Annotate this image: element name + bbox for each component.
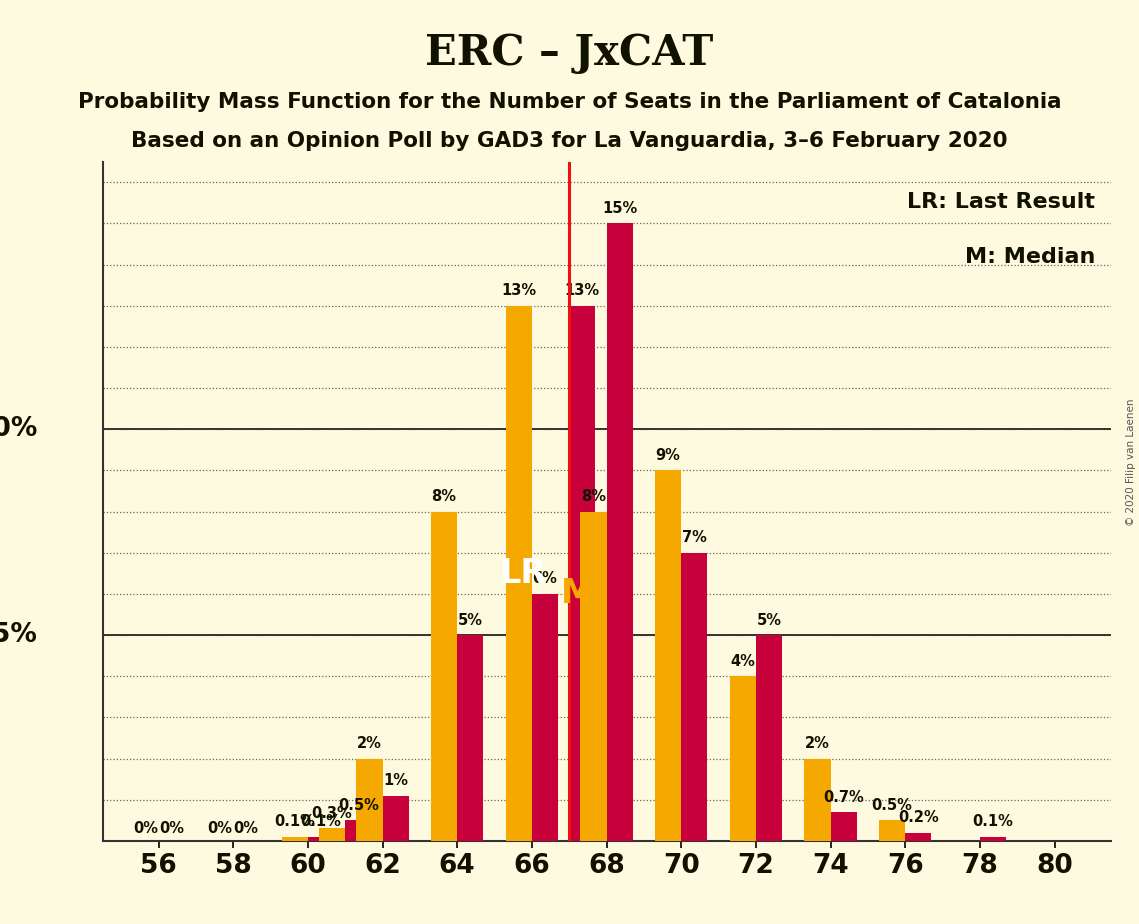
Text: Probability Mass Function for the Number of Seats in the Parliament of Catalonia: Probability Mass Function for the Number… [77,92,1062,113]
Text: 7%: 7% [682,530,706,545]
Text: M: Median: M: Median [965,247,1096,267]
Text: 0.5%: 0.5% [871,797,912,813]
Text: © 2020 Filip van Laenen: © 2020 Filip van Laenen [1125,398,1136,526]
Bar [357,759,383,841]
Text: 8%: 8% [581,489,606,505]
Bar [606,224,632,841]
Bar [906,833,932,841]
Text: 0.3%: 0.3% [312,806,352,821]
Text: 15%: 15% [601,201,637,216]
Text: 13%: 13% [565,284,600,298]
Text: 8%: 8% [432,489,457,505]
Text: 0.1%: 0.1% [973,814,1014,830]
Text: 0%: 0% [233,821,259,836]
Text: 0.7%: 0.7% [823,790,865,805]
Bar [431,512,457,841]
Text: 9%: 9% [656,448,681,463]
Text: 6%: 6% [532,571,557,587]
Bar [532,594,558,841]
Text: ERC – JxCAT: ERC – JxCAT [425,32,714,74]
Text: 1%: 1% [383,773,408,788]
Bar [457,635,483,841]
Text: 0%: 0% [207,821,232,836]
Text: 5%: 5% [756,613,781,627]
Bar [506,306,532,841]
Text: 0.1%: 0.1% [274,814,316,830]
Bar [730,676,756,841]
Text: 0%: 0% [159,821,185,836]
Text: 0.2%: 0.2% [898,810,939,825]
Bar [345,821,371,841]
Bar [980,837,1006,841]
Text: 2%: 2% [357,736,382,751]
Bar [319,829,345,841]
Text: LR: LR [500,557,547,590]
Bar [879,821,906,841]
Bar [681,553,707,841]
Bar [655,470,681,841]
Text: 5%: 5% [0,622,36,648]
Text: 2%: 2% [805,736,830,751]
Text: 0.5%: 0.5% [338,797,378,813]
Text: 5%: 5% [458,613,483,627]
Text: LR: Last Result: LR: Last Result [908,192,1096,213]
Bar [830,812,857,841]
Bar [308,837,334,841]
Text: 10%: 10% [0,416,36,443]
Bar [581,512,606,841]
Text: M: M [562,578,595,611]
Bar [383,796,409,841]
Text: 13%: 13% [501,284,536,298]
Text: 0%: 0% [133,821,158,836]
Bar [756,635,782,841]
Bar [281,837,308,841]
Bar [570,306,596,841]
Text: 0.1%: 0.1% [301,814,342,830]
Bar [804,759,830,841]
Text: Based on an Opinion Poll by GAD3 for La Vanguardia, 3–6 February 2020: Based on an Opinion Poll by GAD3 for La … [131,131,1008,152]
Text: 4%: 4% [730,654,755,669]
